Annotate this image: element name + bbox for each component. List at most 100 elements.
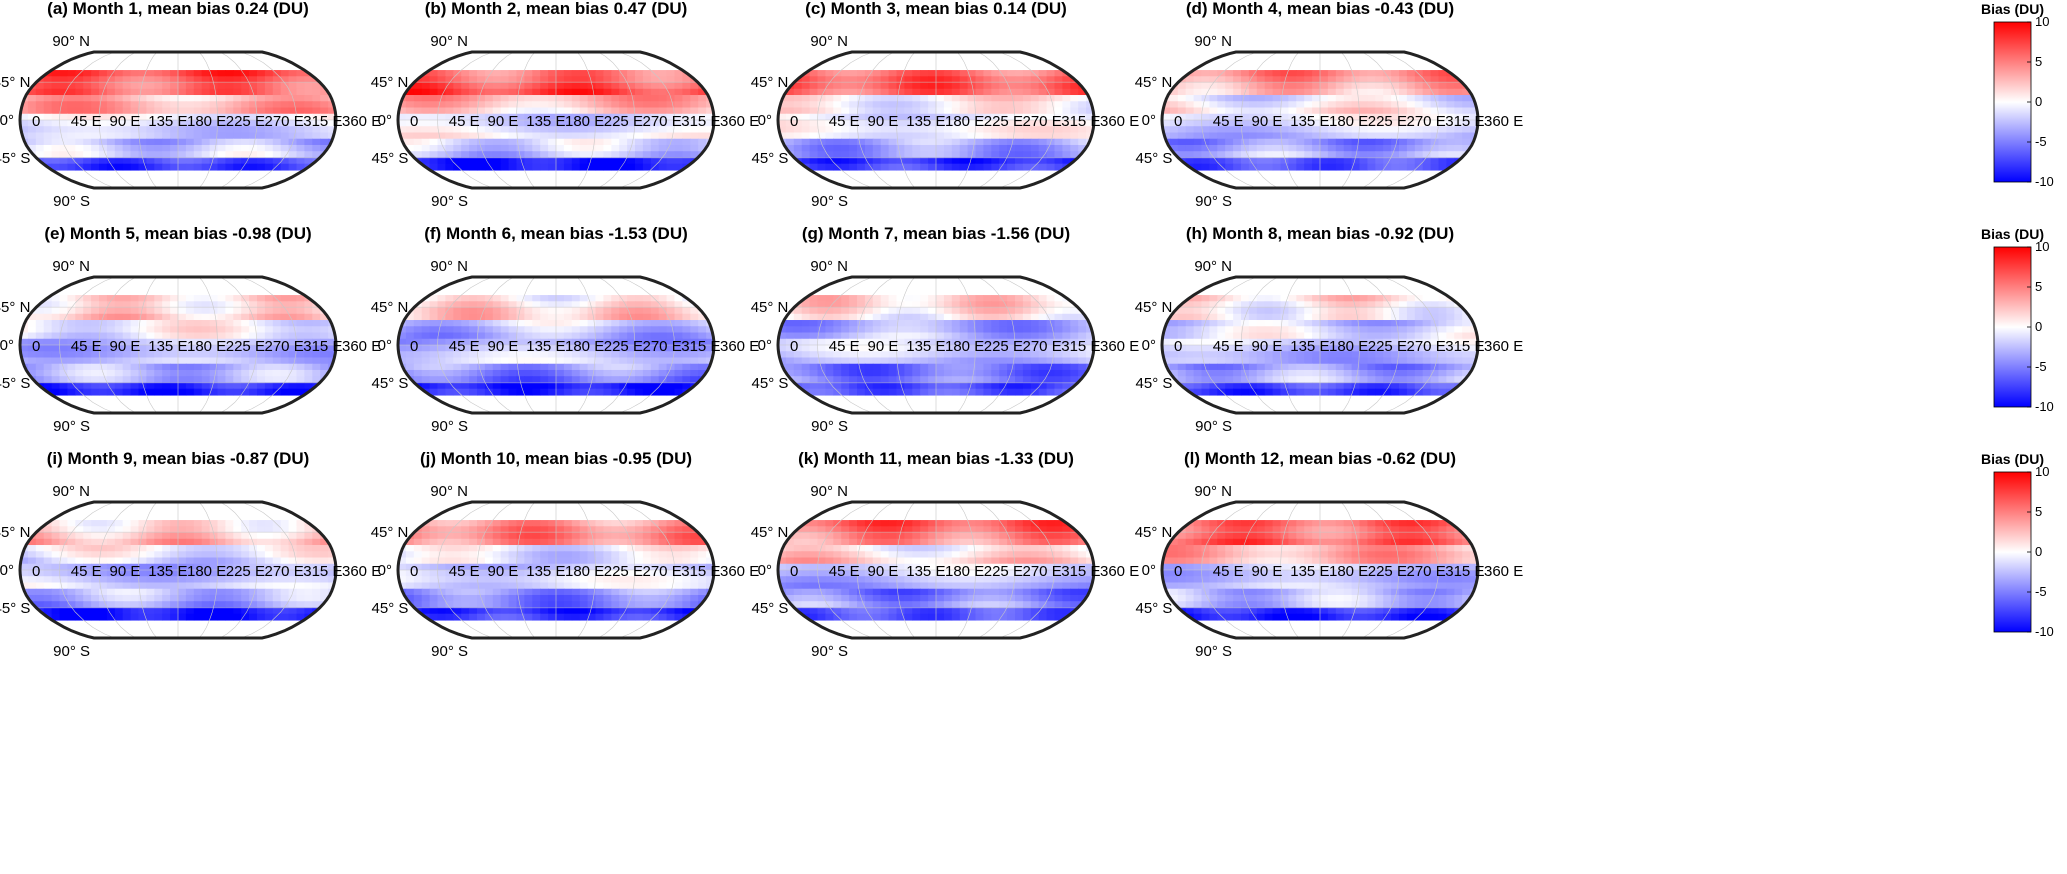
- bias-cell: [422, 126, 431, 133]
- bias-cell: [225, 70, 234, 77]
- bias-cell: [218, 83, 227, 90]
- bias-cell: [281, 164, 290, 171]
- bias-cell: [509, 326, 517, 333]
- bias-cell: [912, 157, 921, 164]
- bias-cell: [67, 357, 76, 364]
- bias-cell: [154, 164, 163, 171]
- bias-cell: [1296, 314, 1305, 321]
- bias-cell: [430, 345, 439, 352]
- bias-cell: [146, 314, 155, 321]
- bias-cell: [1415, 101, 1424, 108]
- bias-cell: [603, 320, 612, 327]
- bias-cell: [1312, 95, 1321, 102]
- bias-cell: [1047, 70, 1056, 77]
- bias-cell: [115, 376, 124, 383]
- bias-cell: [422, 151, 431, 158]
- bias-cell: [517, 89, 526, 96]
- bias-cell: [304, 145, 313, 152]
- bias-cell: [194, 308, 203, 315]
- bias-cell: [485, 89, 494, 96]
- bias-cell: [675, 145, 684, 152]
- bias-cell: [1078, 139, 1087, 146]
- bias-cell: [430, 120, 439, 127]
- bias-cell: [1055, 326, 1064, 333]
- bias-cell: [265, 139, 274, 146]
- bias-cell: [1070, 132, 1079, 139]
- bias-cell: [818, 151, 827, 158]
- bias-cell: [1257, 101, 1266, 108]
- bias-cell: [1047, 376, 1056, 383]
- bias-cell: [936, 157, 945, 164]
- bias-cell: [1178, 139, 1187, 146]
- bias-cell: [273, 157, 282, 164]
- bias-cell: [139, 145, 148, 152]
- bias-cell: [328, 295, 337, 302]
- bias-cell: [596, 326, 605, 333]
- bias-cell: [225, 376, 234, 383]
- lon-label: 135 E: [906, 338, 945, 355]
- bias-cell: [659, 139, 668, 146]
- bias-cell: [1178, 314, 1187, 321]
- bias-cell: [154, 139, 163, 146]
- bias-cell: [532, 157, 541, 164]
- bias-cell: [865, 157, 874, 164]
- bias-cell: [1031, 89, 1040, 96]
- bias-cell: [936, 295, 945, 302]
- bias-cell: [651, 389, 660, 396]
- bias-cell: [936, 70, 945, 77]
- bias-cell: [588, 139, 597, 146]
- bias-cell: [210, 382, 219, 389]
- bias-cell: [810, 382, 819, 389]
- bias-cell: [1055, 132, 1064, 139]
- bias-cell: [289, 376, 298, 383]
- bias-cell: [936, 89, 945, 96]
- bias-cell: [1202, 295, 1211, 302]
- bias-cell: [1344, 308, 1353, 315]
- bias-cell: [422, 376, 431, 383]
- bias-cell: [131, 89, 140, 96]
- bias-cell: [1257, 89, 1266, 96]
- bias-cell: [241, 101, 250, 108]
- bias-cell: [548, 139, 557, 146]
- bias-cell: [635, 364, 644, 371]
- bias-cell: [83, 132, 92, 139]
- bias-cell: [131, 364, 140, 371]
- bias-cell: [881, 308, 890, 315]
- bias-cell: [83, 89, 92, 96]
- bias-cell: [1407, 157, 1416, 164]
- bias-cell: [904, 295, 913, 302]
- bias-cell: [320, 157, 329, 164]
- bias-cell: [44, 95, 53, 102]
- bias-cell: [60, 70, 69, 77]
- bias-cell: [1352, 139, 1361, 146]
- bias-cell: [469, 389, 478, 396]
- bias-cell: [430, 376, 439, 383]
- bias-cell: [1296, 95, 1305, 102]
- bias-cell: [643, 164, 652, 171]
- bias-cell: [414, 326, 423, 333]
- bias-cell: [501, 101, 510, 108]
- bias-cell: [297, 157, 306, 164]
- bias-cell: [928, 364, 937, 371]
- bias-cell: [976, 157, 985, 164]
- bias-cell: [904, 376, 913, 383]
- bias-cell: [651, 370, 660, 377]
- bias-cell: [651, 357, 660, 364]
- bias-cell: [265, 151, 274, 158]
- bias-cell: [225, 157, 234, 164]
- bias-cell: [1415, 326, 1424, 333]
- bias-cell: [154, 89, 163, 96]
- bias-cell: [983, 382, 992, 389]
- bias-cell: [1415, 95, 1424, 102]
- bias-cell: [794, 314, 803, 321]
- bias-cell: [588, 370, 597, 377]
- bias-cell: [690, 364, 699, 371]
- bias-cell: [60, 145, 69, 152]
- bias-cell: [596, 95, 605, 102]
- bias-cell: [556, 139, 565, 146]
- bias-cell: [249, 320, 258, 327]
- bias-cell: [643, 95, 652, 102]
- bias-cell: [461, 95, 470, 102]
- bias-cell: [1202, 151, 1211, 158]
- bias-cell: [1320, 320, 1329, 327]
